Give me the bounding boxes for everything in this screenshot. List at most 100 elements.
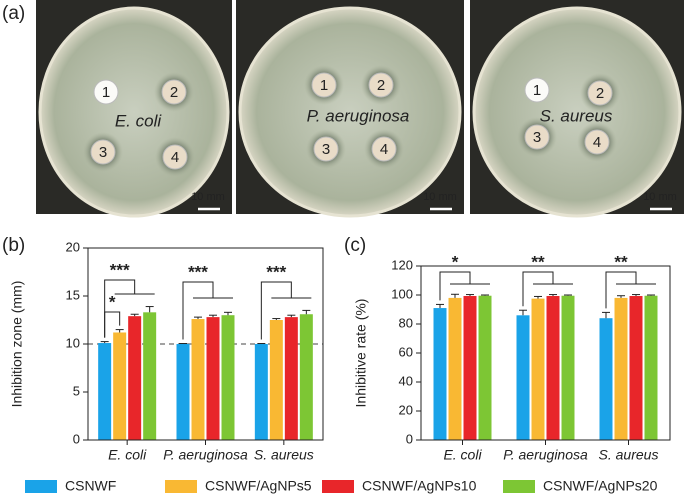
bar: CSNWF/AgNPs5 <box>113 332 127 440</box>
panel-label: (b) <box>2 235 25 256</box>
y-tick-label: 0 <box>406 431 413 446</box>
legend-swatch <box>25 480 57 493</box>
bar: CSNWF/AgNPs10 <box>546 296 560 440</box>
y-tick-label: 80 <box>399 315 413 330</box>
disc <box>90 139 116 165</box>
x-tick-label: P. aeruginosa <box>503 447 588 463</box>
legend-swatch <box>503 480 535 493</box>
x-tick-label: E. coli <box>443 447 482 463</box>
y-tick-label: 100 <box>391 286 413 301</box>
legend-swatch <box>322 480 354 493</box>
bar: CSNWF/AgNPs10 <box>463 296 477 440</box>
disc-label: 1 <box>102 84 110 101</box>
significance-label: ** <box>614 252 628 271</box>
significance-label: ** <box>531 252 545 271</box>
bar: CSNWF <box>516 315 530 440</box>
y-tick-label: 20 <box>66 239 80 254</box>
plot-frame <box>420 265 671 441</box>
significance-label: *** <box>110 260 130 279</box>
legend-label: CSNWF <box>65 478 116 494</box>
bar: CSNWF/AgNPs10 <box>128 316 142 440</box>
bar: CSNWF/AgNPs20 <box>221 315 235 440</box>
organism-label: E. coli <box>115 111 163 130</box>
y-tick-label: 15 <box>66 287 80 302</box>
bar: CSNWF <box>433 308 447 440</box>
disc <box>161 79 187 105</box>
significance-bracket <box>439 271 490 301</box>
disc <box>313 136 339 162</box>
bar: CSNWF/AgNPs20 <box>478 295 492 440</box>
legend-swatch <box>165 480 197 493</box>
significance-label: *** <box>266 262 286 281</box>
bar: CSNWF/AgNPs20 <box>644 295 658 440</box>
y-axis-label: Inhibitive rate (%) <box>353 299 369 408</box>
significance-bracket <box>605 271 656 309</box>
y-tick-label: 0 <box>73 431 80 446</box>
disc <box>587 80 613 106</box>
bar: CSNWF/AgNPs5 <box>269 320 283 440</box>
disc <box>584 129 610 155</box>
bar: CSNWF/AgNPs20 <box>143 312 157 440</box>
legend-label: CSNWF/AgNPs20 <box>543 478 658 494</box>
scale-label: 10 mm <box>191 191 225 203</box>
y-tick-label: 40 <box>399 373 413 388</box>
y-tick-label: 20 <box>399 402 413 417</box>
plot-frame <box>87 247 324 441</box>
legend-label: CSNWF/AgNPs5 <box>205 478 312 494</box>
disc-label: 2 <box>596 85 604 102</box>
y-tick-label: 5 <box>73 383 80 398</box>
significance-bracket <box>182 281 233 340</box>
disc-label: 4 <box>380 141 388 158</box>
y-axis-label: Inhibition zone (mm) <box>9 281 25 408</box>
bar: CSNWF <box>176 344 190 440</box>
bar: CSNWF/AgNPs20 <box>299 314 313 440</box>
bar: CSNWF <box>599 318 613 440</box>
significance-label: * <box>452 252 459 271</box>
disc-label: 3 <box>322 141 330 158</box>
bar: CSNWF/AgNPs5 <box>614 297 628 440</box>
disc-label: 4 <box>171 149 179 166</box>
y-tick-label: 10 <box>66 335 80 350</box>
disc-label: 1 <box>533 82 541 99</box>
disc-label: 3 <box>533 129 541 146</box>
x-tick-label: P. aeruginosa <box>163 447 248 463</box>
dish <box>472 6 682 218</box>
bar: CSNWF <box>254 344 268 440</box>
bar: CSNWF/AgNPs10 <box>284 317 298 440</box>
disc-label: 1 <box>320 77 328 94</box>
disc-label: 2 <box>170 84 178 101</box>
significance-label: *** <box>188 262 208 281</box>
bar: CSNWF/AgNPs5 <box>191 319 205 440</box>
dish <box>238 6 462 218</box>
disc-label: 3 <box>99 144 107 161</box>
y-tick-label: 60 <box>399 344 413 359</box>
disc <box>162 144 188 170</box>
scale-label: 10 mm <box>423 191 457 203</box>
x-tick-label: S. aureus <box>254 447 314 463</box>
significance-bracket <box>522 271 573 307</box>
x-tick-label: E. coli <box>108 447 147 463</box>
bar: CSNWF/AgNPs5 <box>448 297 462 440</box>
bar: CSNWF <box>98 343 112 440</box>
legend-label: CSNWF/AgNPs10 <box>362 478 477 494</box>
disc <box>524 124 550 150</box>
scale-label: 10 mm <box>643 191 677 203</box>
bar: CSNWF/AgNPs10 <box>206 317 220 440</box>
significance-label: * <box>109 292 116 311</box>
bar: CSNWF/AgNPs5 <box>531 298 545 440</box>
disc <box>371 136 397 162</box>
organism-label: S. aureus <box>540 106 613 125</box>
disc <box>524 77 550 103</box>
x-tick-label: S. aureus <box>599 447 659 463</box>
significance-bracket <box>104 279 155 338</box>
disc-label: 4 <box>593 134 601 151</box>
bar: CSNWF/AgNPs20 <box>561 295 575 440</box>
disc <box>368 72 394 98</box>
y-tick-label: 120 <box>391 257 413 272</box>
organism-label: P. aeruginosa <box>307 106 410 125</box>
bar: CSNWF/AgNPs10 <box>629 296 643 440</box>
significance-bracket <box>260 281 312 340</box>
disc <box>93 79 119 105</box>
disc-label: 2 <box>377 77 385 94</box>
